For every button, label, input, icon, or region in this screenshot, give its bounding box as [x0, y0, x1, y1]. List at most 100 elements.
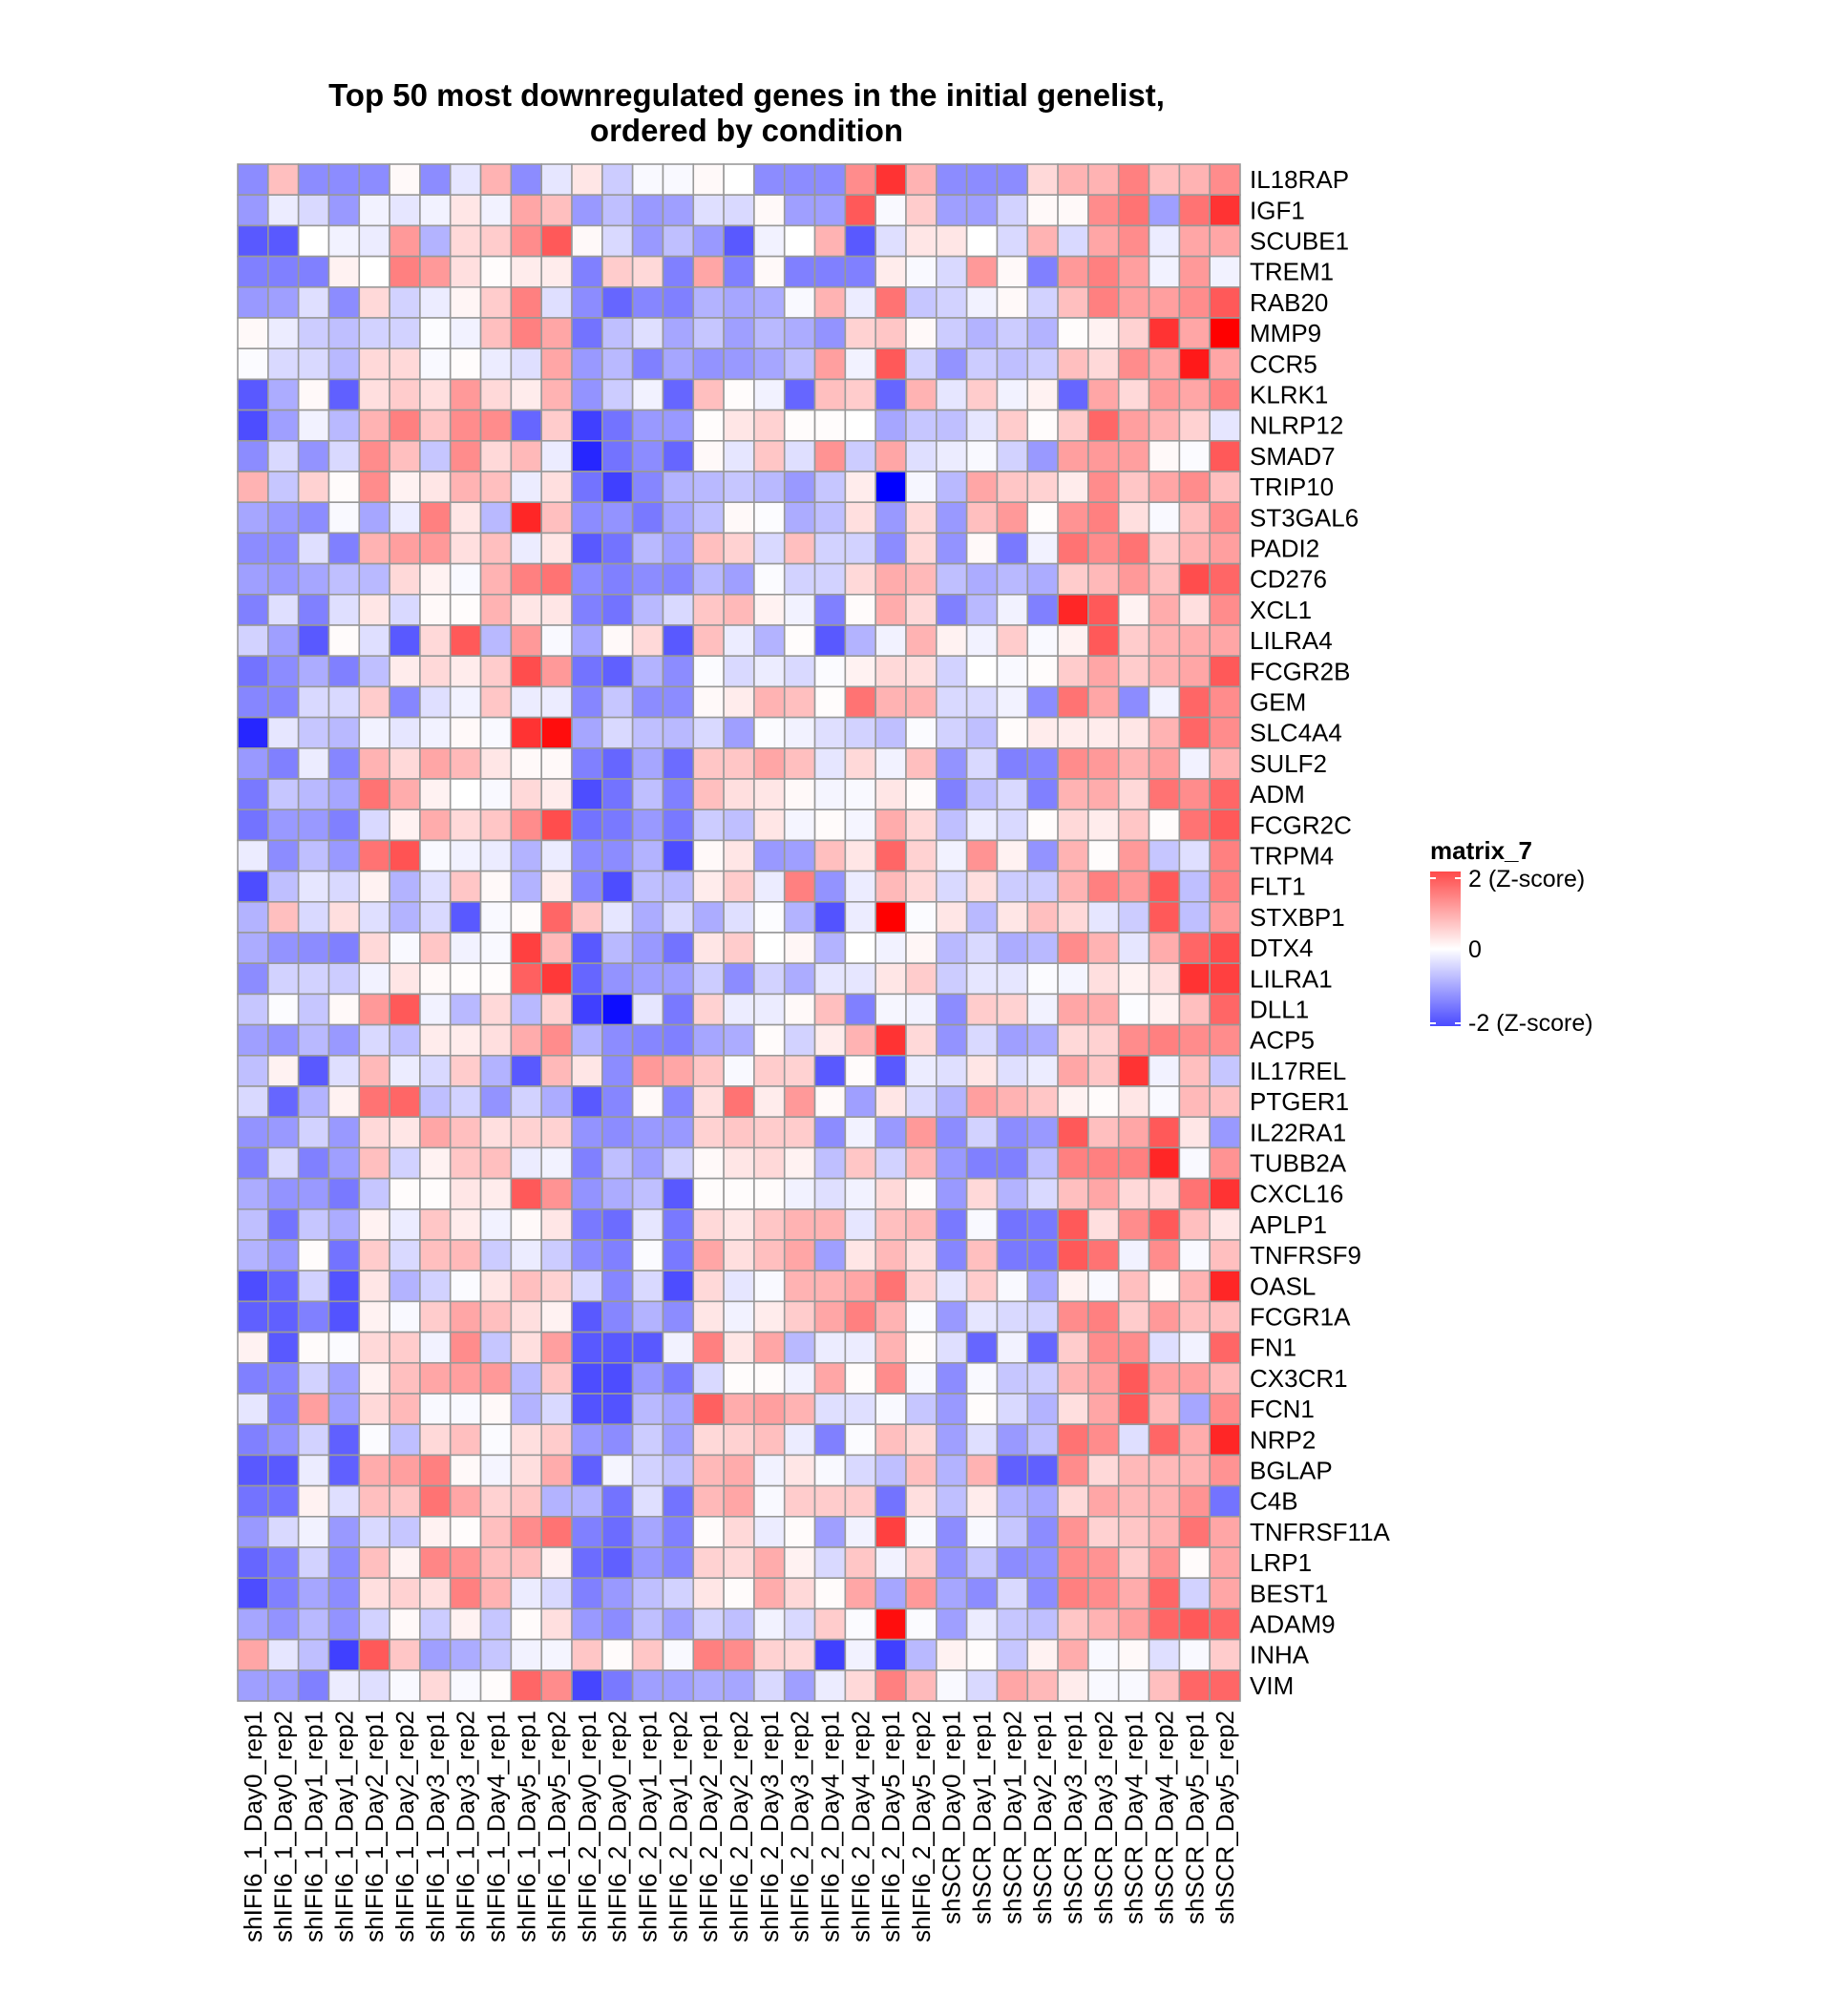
heatmap-cell [419, 1454, 452, 1487]
heatmap-cell [905, 1146, 938, 1180]
heatmap-cell [1178, 1607, 1211, 1641]
heatmap-cell [1117, 1484, 1150, 1518]
heatmap-cell [327, 378, 361, 411]
heatmap-cell [297, 1484, 330, 1518]
heatmap-cell [1026, 1300, 1059, 1334]
heatmap-cell [571, 1300, 603, 1334]
heatmap-cell [1178, 285, 1211, 319]
heatmap-cell [1057, 501, 1089, 535]
heatmap-cell [479, 1116, 513, 1149]
heatmap-cell [1057, 746, 1089, 780]
heatmap-cell [996, 839, 1029, 872]
heatmap-cell [783, 1208, 816, 1241]
heatmap-cell [327, 163, 361, 197]
heatmap-cell [723, 1670, 755, 1702]
heatmap-cell [1178, 194, 1211, 227]
row-label: C4B [1250, 1487, 1298, 1516]
heatmap-cell [297, 593, 330, 626]
heatmap-cell [449, 1484, 482, 1518]
heatmap-cell [996, 224, 1029, 258]
heatmap-cell [479, 1362, 513, 1395]
heatmap-cell [327, 1454, 361, 1487]
heatmap-cell [723, 1208, 755, 1241]
heatmap-cell [723, 1484, 755, 1518]
heatmap-cell [844, 1670, 876, 1702]
heatmap-cell [844, 839, 876, 872]
heatmap-cell [753, 1423, 786, 1457]
heatmap-cell [965, 655, 999, 688]
heatmap-cell [1057, 347, 1089, 381]
heatmap-cell [631, 778, 664, 811]
heatmap-cell [449, 1116, 482, 1149]
heatmap-cell [479, 562, 513, 596]
heatmap-cell [874, 1208, 907, 1241]
heatmap-cell [631, 1546, 664, 1580]
heatmap-cell [844, 1177, 876, 1210]
heatmap-cell [874, 562, 907, 596]
heatmap-cell [1209, 1055, 1241, 1087]
heatmap-cell [723, 993, 755, 1026]
heatmap-cell [631, 746, 664, 780]
heatmap-cell [905, 194, 938, 227]
heatmap-cell [419, 1239, 452, 1272]
heatmap-cell [601, 1423, 634, 1457]
heatmap-cell [753, 1085, 786, 1119]
heatmap-cell [1026, 1270, 1059, 1303]
heatmap-cell [723, 1055, 755, 1087]
heatmap-cell [631, 285, 664, 319]
heatmap-cell [692, 1177, 725, 1210]
heatmap-cell [510, 439, 542, 472]
heatmap-cell [267, 1331, 300, 1364]
heatmap-cell [358, 409, 390, 442]
heatmap-cell [662, 1516, 695, 1548]
heatmap-cell [905, 1454, 938, 1487]
heatmap-cell [1057, 1670, 1089, 1702]
heatmap-cell [1209, 562, 1241, 596]
heatmap-cell [449, 1239, 482, 1272]
heatmap-cell [237, 932, 269, 965]
heatmap-cell [267, 1638, 300, 1671]
heatmap-cell [267, 562, 300, 596]
heatmap-cell [389, 1331, 421, 1364]
heatmap-cell [692, 839, 725, 872]
heatmap-cell [1057, 409, 1089, 442]
heatmap-cell [297, 1423, 330, 1457]
heatmap-cell [965, 1208, 999, 1241]
heatmap-cell [237, 532, 269, 565]
heatmap-cell [1087, 870, 1120, 903]
heatmap-cell [297, 439, 330, 472]
heatmap-cell [571, 1146, 603, 1180]
heatmap-cell [1148, 1454, 1181, 1487]
heatmap-cell [783, 1607, 816, 1641]
heatmap-cell [419, 317, 452, 350]
heatmap-cell [389, 347, 421, 381]
heatmap-cell [419, 593, 452, 626]
heatmap-cell [1209, 685, 1241, 719]
heatmap-cell [905, 439, 938, 472]
heatmap-cell [996, 163, 1029, 197]
heatmap-cell [297, 562, 330, 596]
heatmap-cell [389, 1023, 421, 1057]
heatmap-cell [601, 1393, 634, 1426]
heatmap-cell [601, 808, 634, 842]
heatmap-cell [813, 808, 847, 842]
heatmap-cell [510, 900, 542, 934]
heatmap-cell [1057, 1085, 1089, 1119]
heatmap-cell [358, 347, 390, 381]
heatmap-cell [1026, 378, 1059, 411]
heatmap-cell [601, 1638, 634, 1671]
heatmap-cell [297, 1177, 330, 1210]
heatmap-cell [936, 1146, 968, 1180]
heatmap-cell [753, 900, 786, 934]
heatmap-cell [1087, 1516, 1120, 1548]
heatmap-cell [479, 685, 513, 719]
heatmap-cell [936, 593, 968, 626]
heatmap-cell [267, 1239, 300, 1272]
heatmap-cell [874, 1085, 907, 1119]
heatmap-cell [1209, 932, 1241, 965]
row-label: STXBP1 [1250, 903, 1345, 932]
heatmap-cell [783, 347, 816, 381]
heatmap-cell [753, 347, 786, 381]
heatmap-cell [358, 317, 390, 350]
row-label: ADM [1250, 780, 1305, 808]
